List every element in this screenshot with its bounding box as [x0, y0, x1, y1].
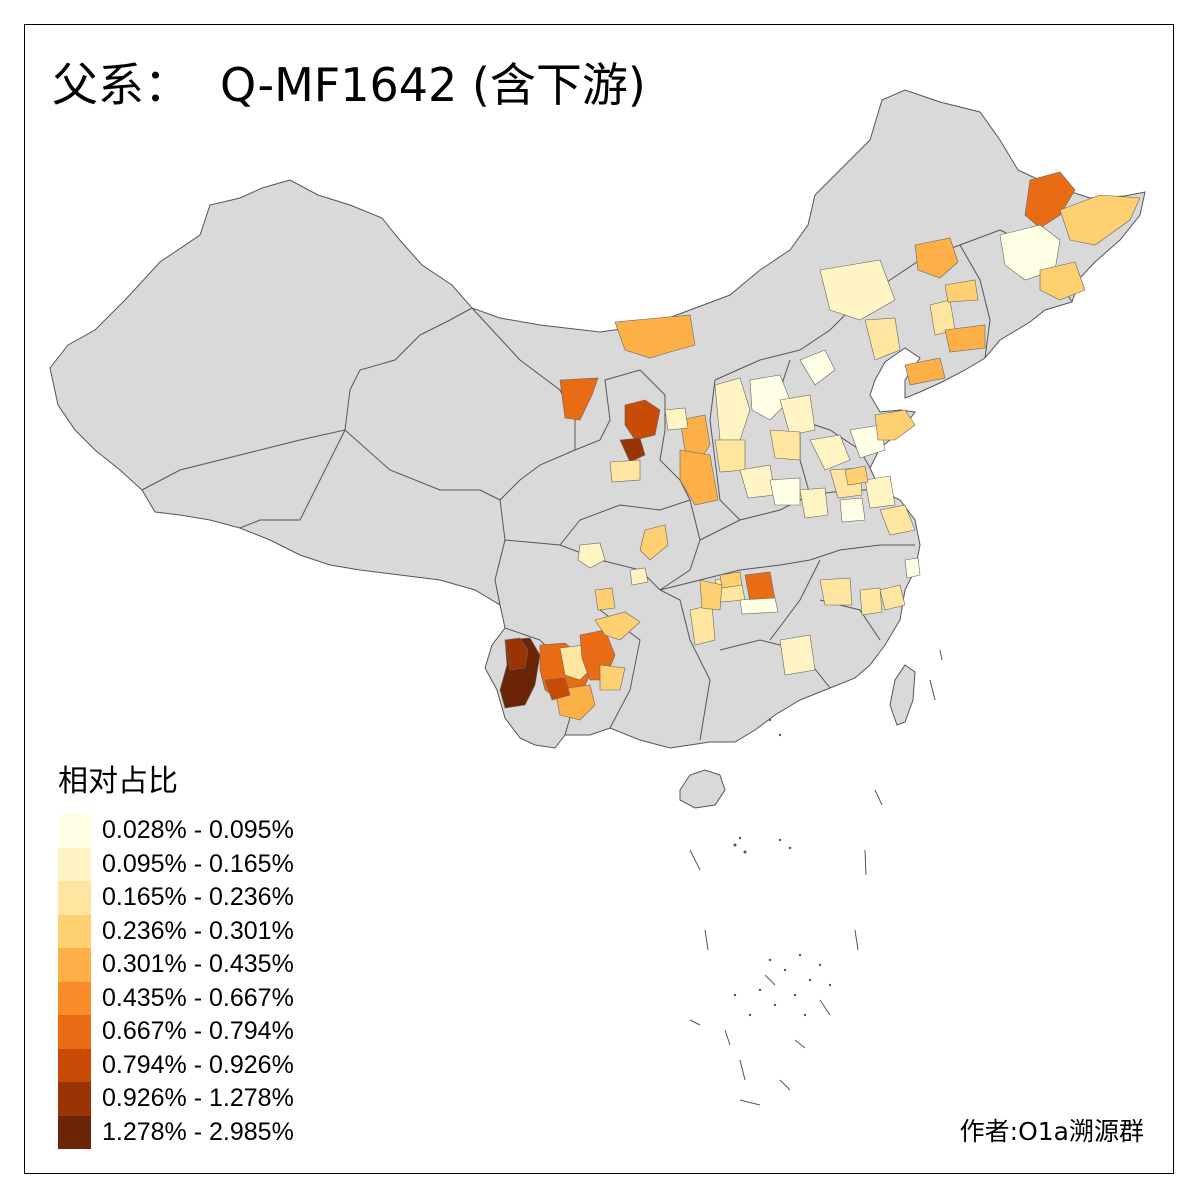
region-gansu-e: [609, 459, 641, 483]
region-hebei-s: [769, 429, 801, 461]
legend-label: 0.435% - 0.667%: [102, 983, 294, 1012]
region-sichuan-s: [594, 587, 616, 611]
legend-title: 相对占比: [58, 764, 178, 799]
region-jilin: [1039, 261, 1086, 301]
region-yunnan-ne: [594, 611, 641, 641]
legend-label: 1.278% - 2.985%: [102, 1117, 294, 1146]
legend-item: 0.667% - 0.794%: [58, 1015, 294, 1049]
south-china-sea-islands: [733, 718, 832, 1017]
legend-item: 0.028% - 0.095%: [58, 814, 294, 848]
map-title: 父系： Q-MF1642 (含下游): [52, 62, 646, 108]
region-shanxi-s: [714, 439, 746, 473]
region-yunnan-dali: [544, 677, 571, 701]
region-chongqing: [629, 567, 649, 586]
region-jiangsu-n: [864, 475, 896, 509]
region-inner-mongolia-e: [819, 259, 896, 321]
region-anhui-c: [839, 497, 866, 523]
legend-swatch: [58, 1115, 91, 1149]
legend-item: 0.435% - 0.667%: [58, 981, 294, 1015]
region-henan-c: [769, 477, 801, 506]
region-zhejiang: [879, 584, 906, 611]
legend-item: 0.301% - 0.435%: [58, 948, 294, 982]
region-shandong-e: [874, 409, 916, 441]
region-ningxia-n: [624, 399, 661, 441]
legend-label: 0.667% - 0.794%: [102, 1017, 294, 1046]
region-jilin-w: [944, 279, 979, 303]
legend-label: 0.165% - 0.236%: [102, 883, 294, 912]
region-hubei-c: [744, 571, 776, 603]
legend-label: 0.794% - 0.926%: [102, 1050, 294, 1079]
region-heilongjiang-e: [1059, 194, 1141, 246]
region-shaanxi-ne: [664, 407, 689, 431]
legend-label: 0.095% - 0.165%: [102, 849, 294, 878]
region-liaoning-s: [904, 357, 946, 386]
region-beijing: [799, 349, 836, 386]
province-borders: [141, 229, 1073, 741]
legend-swatch: [58, 1082, 91, 1116]
region-jiangxi: [779, 634, 816, 676]
south-china-sea-dashes: [689, 649, 943, 1106]
region-heilongjiang-w: [914, 237, 959, 279]
region-yunnan-honghe: [599, 664, 626, 691]
china-mainland: [49, 89, 1146, 749]
legend-item: 0.236% - 0.301%: [58, 914, 294, 948]
region-shandong-c: [849, 424, 886, 459]
region-liaoning-w: [864, 317, 901, 361]
legend-swatch: [58, 1048, 91, 1082]
author-credit: 作者:O1a溯源群: [959, 1117, 1144, 1146]
legend-swatch: [58, 847, 91, 881]
region-fujian: [859, 587, 883, 616]
region-henan-s: [799, 487, 829, 519]
region-inner-mongolia: [614, 314, 696, 359]
region-shanxi: [714, 377, 751, 441]
title-main: Q-MF1642 (含下游): [220, 58, 646, 112]
region-jiangsu-ne: [844, 465, 869, 486]
legend-swatch: [58, 881, 91, 915]
region-hubei-e: [719, 571, 743, 589]
legend-item: 1.278% - 2.985%: [58, 1115, 294, 1149]
region-hubei-s: [739, 597, 779, 615]
legend-item: 0.165% - 0.236%: [58, 881, 294, 915]
region-jiangxi-n: [819, 577, 853, 606]
legend-label: 0.028% - 0.095%: [102, 816, 294, 845]
region-heilongjiang-n: [1024, 171, 1076, 229]
legend-label: 0.236% - 0.301%: [102, 916, 294, 945]
legend-swatch: [58, 948, 91, 982]
region-yunnan-nw: [504, 637, 529, 671]
legend-label: 0.301% - 0.435%: [102, 950, 294, 979]
region-hebei-c: [779, 394, 816, 436]
legend-label: 0.926% - 1.278%: [102, 1084, 294, 1113]
title-prefix: 父系：: [52, 58, 190, 112]
region-jiangsu-s: [879, 504, 916, 536]
hainan-island: [679, 769, 726, 809]
legend-swatch: [58, 1015, 91, 1049]
legend-swatch: [58, 981, 91, 1015]
legend-swatch: [58, 914, 91, 948]
legend-swatch: [58, 814, 91, 848]
data-regions: [499, 171, 1141, 721]
region-hebei-w: [749, 374, 791, 421]
taiwan-island: [889, 664, 916, 726]
region-sichuan-w: [577, 542, 606, 569]
region-ningxia-s: [619, 437, 646, 463]
legend-item: 0.794% - 0.926%: [58, 1048, 294, 1082]
legend-items: 0.028% - 0.095% 0.095% - 0.165% 0.165% - 0…: [58, 814, 294, 1149]
legend-item: 0.926% - 1.278%: [58, 1082, 294, 1116]
region-shandong-w: [809, 434, 851, 471]
region-shaanxi-c: [679, 449, 719, 506]
legend: 相对占比 0.028% - 0.095% 0.095% - 0.165% 0.165…: [58, 756, 294, 1149]
region-liaoning-e: [944, 324, 986, 353]
region-gansu-w: [559, 377, 599, 421]
region-hunan-c: [699, 579, 723, 611]
legend-item: 0.095% - 0.165%: [58, 847, 294, 881]
region-shanghai: [904, 557, 921, 579]
region-sichuan-e: [639, 524, 669, 561]
